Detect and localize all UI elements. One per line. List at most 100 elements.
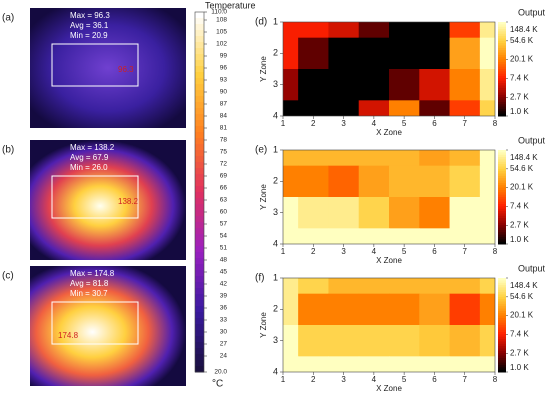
colorbar-segment <box>498 315 506 319</box>
colorbar-segment <box>195 300 204 307</box>
x-tick-label: 8 <box>493 375 498 384</box>
contour-cell <box>419 197 451 229</box>
colorbar-segment <box>498 282 506 286</box>
contour-cell <box>389 293 420 326</box>
contour-cell <box>283 69 299 101</box>
contour-cell <box>358 325 390 357</box>
colorbar-tick-label: 7.4 K <box>510 329 529 338</box>
colorbar-segment <box>498 54 506 58</box>
contour-cell <box>449 356 481 372</box>
colorbar-segment <box>498 31 506 35</box>
colorbar-segment <box>498 59 506 63</box>
colorbar-segment <box>195 204 204 211</box>
y-tick-label: 3 <box>273 335 278 345</box>
contour-cell <box>358 228 390 244</box>
colorbar-segment <box>498 150 506 153</box>
contour-cell <box>389 197 420 229</box>
colorbar-segment <box>195 66 204 73</box>
contour-cell <box>419 69 451 101</box>
contour-cell <box>298 325 329 357</box>
x-tick-label: 4 <box>372 247 377 256</box>
colorbar-segment <box>498 182 506 186</box>
colorbar-segment <box>195 48 204 55</box>
colorbar-segment <box>498 208 506 212</box>
contour-cell <box>328 150 360 167</box>
colorbar-segment <box>498 322 506 326</box>
x-axis-label: X Zone <box>376 128 402 137</box>
contour-cell <box>479 293 495 326</box>
colorbar-segment <box>195 168 204 175</box>
colorbar-segment <box>498 152 506 156</box>
colorbar-segment <box>195 216 204 223</box>
colorbar-segment <box>195 102 204 109</box>
colorbar-segment <box>195 96 204 103</box>
colorbar-segment <box>195 330 204 337</box>
contour-cell <box>479 356 495 372</box>
contour-cell <box>283 228 299 244</box>
colorbar-segment <box>498 327 506 331</box>
stat-text: Max = 138.2 <box>70 143 115 152</box>
max-marker: 138.2 <box>118 197 139 206</box>
colorbar-segment <box>498 343 506 347</box>
colorbar-segment <box>498 87 506 91</box>
contour-cell <box>283 278 299 295</box>
x-tick-label: 7 <box>462 375 467 384</box>
colorbar-segment <box>498 308 506 312</box>
contour-cell <box>479 100 495 116</box>
colorbar-segment <box>195 18 204 25</box>
contour-cell <box>449 165 481 198</box>
contour-cell <box>419 22 451 39</box>
colorbar-segment <box>498 111 506 115</box>
colorbar-segment <box>498 173 506 177</box>
contour-cell <box>449 325 481 357</box>
colorbar-tick-label: 148.4 K <box>510 25 538 34</box>
colorbar-segment <box>498 189 506 193</box>
colorbar-segment <box>498 104 506 108</box>
colorbar-tick-label: 96 <box>220 65 228 72</box>
colorbar-segment <box>498 346 506 349</box>
y-axis-label: Y Zone <box>259 184 268 210</box>
stat-text: Max = 96.3 <box>70 11 110 20</box>
colorbar-segment <box>195 354 204 361</box>
contour-cell <box>389 165 420 198</box>
panel-label: (e) <box>255 145 267 156</box>
x-tick-label: 5 <box>402 375 407 384</box>
contour-cell <box>283 150 299 167</box>
contour-cell <box>449 150 481 167</box>
colorbar-tick-label: 51 <box>220 245 228 252</box>
colorbar-segment <box>195 270 204 277</box>
contour-cell <box>419 325 451 357</box>
colorbar-segment <box>195 258 204 265</box>
colorbar-segment <box>498 61 506 65</box>
colorbar-title: Output <box>518 135 546 145</box>
contour-cell <box>283 165 299 198</box>
colorbar-segment <box>498 83 506 86</box>
colorbar-segment <box>195 12 204 19</box>
contour-cell <box>298 100 329 116</box>
colorbar-segment <box>195 342 204 349</box>
colorbar-title: Output <box>518 263 546 273</box>
x-tick-label: 5 <box>402 119 407 128</box>
contour-cell <box>419 100 451 116</box>
colorbar-segment <box>195 156 204 163</box>
contour-cell <box>358 100 390 116</box>
contour-cell <box>328 69 360 101</box>
contour-cell <box>298 37 329 70</box>
x-axis-label: X Zone <box>376 256 402 265</box>
colorbar-segment <box>195 180 204 187</box>
contour-cell <box>358 22 390 39</box>
contour-cell <box>298 165 329 198</box>
colorbar-tick-label: 1.0 K <box>510 107 529 116</box>
thermal-image-glow <box>30 266 186 386</box>
colorbar-tick-label: 63 <box>220 197 228 204</box>
colorbar-tick-label: 1.0 K <box>510 235 529 244</box>
contour-cell <box>479 150 495 167</box>
colorbar-segment <box>195 138 204 145</box>
colorbar-tick-label: 20.0 <box>214 369 227 376</box>
colorbar-segment <box>498 289 506 293</box>
colorbar-segment <box>498 299 506 302</box>
contour-cell <box>449 228 481 244</box>
colorbar-tick-label: 2.7 K <box>510 348 529 357</box>
colorbar-tick-label: 87 <box>220 101 228 108</box>
